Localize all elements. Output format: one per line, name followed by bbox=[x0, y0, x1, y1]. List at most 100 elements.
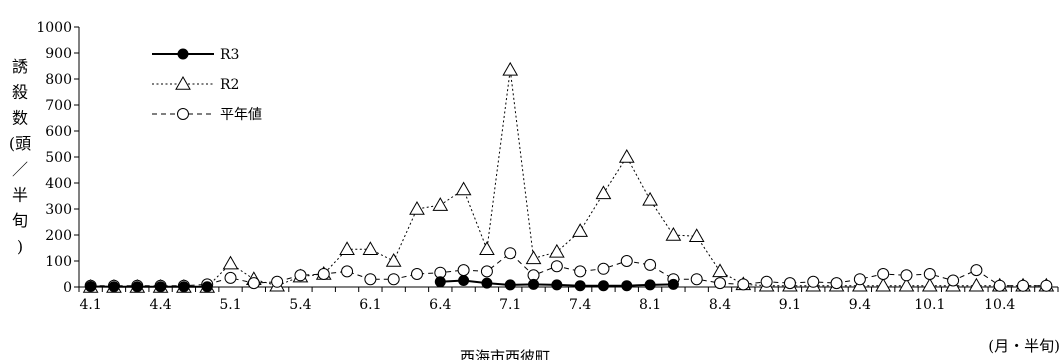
series-1-point bbox=[667, 278, 679, 290]
series-2 bbox=[82, 61, 1055, 293]
y-tick-label: 0 bbox=[63, 280, 72, 296]
legend-item-1-marker bbox=[177, 48, 189, 60]
series-3-point bbox=[271, 275, 284, 288]
series-3-point bbox=[387, 273, 400, 286]
series-2-point bbox=[618, 148, 635, 163]
x-tick-label: 8.4 bbox=[709, 297, 731, 313]
series-1-point bbox=[504, 279, 516, 291]
y-tick-label: 1000 bbox=[36, 20, 72, 36]
series-3-point bbox=[807, 275, 820, 288]
series-1-point bbox=[481, 277, 493, 289]
series-3-point bbox=[457, 264, 470, 277]
series-3-point bbox=[574, 265, 587, 278]
series-3-line bbox=[90, 252, 1047, 287]
series-1-point bbox=[458, 275, 470, 286]
legend-item-2-label: R2 bbox=[220, 77, 239, 93]
series-3-point bbox=[644, 258, 657, 271]
x-axis-label: (月・半旬) bbox=[988, 337, 1060, 355]
y-tick-label: 600 bbox=[45, 124, 72, 140]
series-3-point bbox=[853, 273, 866, 286]
series-layer bbox=[82, 61, 1055, 293]
series-3-point bbox=[247, 277, 260, 290]
series-2-point bbox=[968, 277, 985, 292]
series-3-point bbox=[504, 247, 517, 260]
x-tick-label: 5.1 bbox=[219, 297, 241, 313]
series-1-point bbox=[551, 279, 563, 291]
series-2-point bbox=[712, 263, 728, 278]
x-tick-label: 4.4 bbox=[149, 297, 171, 313]
x-tick-label: 10.4 bbox=[984, 297, 1015, 313]
series-2-point bbox=[339, 241, 355, 256]
y-axis-label-char: ／ bbox=[12, 160, 28, 179]
legend-item-1-label: R3 bbox=[220, 47, 239, 63]
series-2-point bbox=[688, 228, 705, 243]
y-tick-label: 800 bbox=[45, 72, 72, 88]
series-3-point bbox=[317, 268, 330, 280]
series-1-point bbox=[155, 281, 167, 293]
y-tick-label: 400 bbox=[45, 176, 72, 192]
y-axis-label-char: 誘 bbox=[12, 57, 28, 76]
y-axis-label-char: 数 bbox=[12, 108, 28, 127]
legend-item-1: R3 bbox=[152, 47, 239, 63]
x-tick-label: 9.4 bbox=[849, 297, 871, 313]
axes: 0 100 200 300 400 500 600 700 800 900 1000 4.1 4.4 5.… bbox=[36, 20, 1059, 313]
legend: R3 R2 平年値 bbox=[152, 47, 262, 123]
x-tick-label: 5.4 bbox=[289, 297, 311, 313]
series-3-point bbox=[364, 273, 377, 286]
y-tick-label: 700 bbox=[45, 98, 72, 114]
series-3-point bbox=[1040, 279, 1053, 292]
series-1-point bbox=[574, 280, 586, 292]
x-tick-label: 4.1 bbox=[80, 297, 102, 313]
series-3-point bbox=[993, 279, 1006, 292]
series-3-point bbox=[877, 268, 890, 280]
series-2-point bbox=[572, 223, 589, 237]
y-tick-label: 500 bbox=[45, 150, 72, 166]
series-1-point bbox=[178, 281, 190, 293]
x-tick-label: 7.1 bbox=[499, 297, 521, 313]
x-tick-label: 6.4 bbox=[429, 297, 451, 313]
chart-subtitle: 西海市西彼町 bbox=[460, 348, 550, 360]
series-3-point bbox=[690, 273, 703, 286]
y-axis-label-char: 半 bbox=[12, 186, 28, 205]
series-3-point bbox=[737, 278, 750, 291]
series-1-point bbox=[528, 278, 540, 290]
series-3-point bbox=[224, 271, 237, 284]
series-2-point bbox=[921, 277, 938, 292]
series-2-point bbox=[502, 61, 519, 76]
series-1-point bbox=[644, 279, 656, 291]
y-axis-label-char: (頭 bbox=[9, 134, 31, 153]
y-tick-label: 900 bbox=[45, 46, 72, 62]
series-1-point bbox=[597, 280, 609, 292]
series-2-line bbox=[90, 69, 1047, 288]
series-3-point bbox=[480, 265, 493, 278]
series-2-point bbox=[875, 277, 892, 292]
legend-item-2: R2 bbox=[152, 75, 239, 93]
y-tick-label: 100 bbox=[45, 254, 72, 270]
x-tick-label: 10.1 bbox=[914, 297, 945, 313]
series-3-point bbox=[294, 269, 307, 282]
y-axis-label-char: 旬 bbox=[12, 211, 28, 230]
series-2-point bbox=[362, 241, 379, 256]
series-1-point bbox=[201, 281, 213, 293]
series-3-point bbox=[714, 277, 727, 290]
y-axis-label: 誘殺数 (頭 ／ 半旬) bbox=[9, 57, 31, 256]
series-3-point bbox=[597, 262, 610, 275]
series-2-point bbox=[548, 243, 565, 258]
series-3-point bbox=[620, 255, 633, 267]
series-2-point bbox=[665, 226, 682, 241]
series-3-point bbox=[550, 260, 563, 273]
legend-item-3-marker bbox=[177, 108, 189, 120]
y-tick-label: 200 bbox=[45, 228, 72, 244]
series-2-point bbox=[595, 185, 612, 200]
series-3-point bbox=[410, 268, 423, 280]
series-3-point bbox=[341, 265, 354, 278]
series-2-point bbox=[409, 200, 425, 215]
series-1 bbox=[85, 275, 679, 293]
series-3-point bbox=[760, 275, 773, 288]
series-1-point bbox=[434, 276, 446, 288]
series-2-point bbox=[222, 255, 239, 270]
series-3 bbox=[84, 247, 1053, 292]
x-tick-label: 8.1 bbox=[639, 297, 661, 313]
series-3-point bbox=[900, 269, 913, 282]
legend-item-3-label: 平年値 bbox=[220, 107, 262, 123]
